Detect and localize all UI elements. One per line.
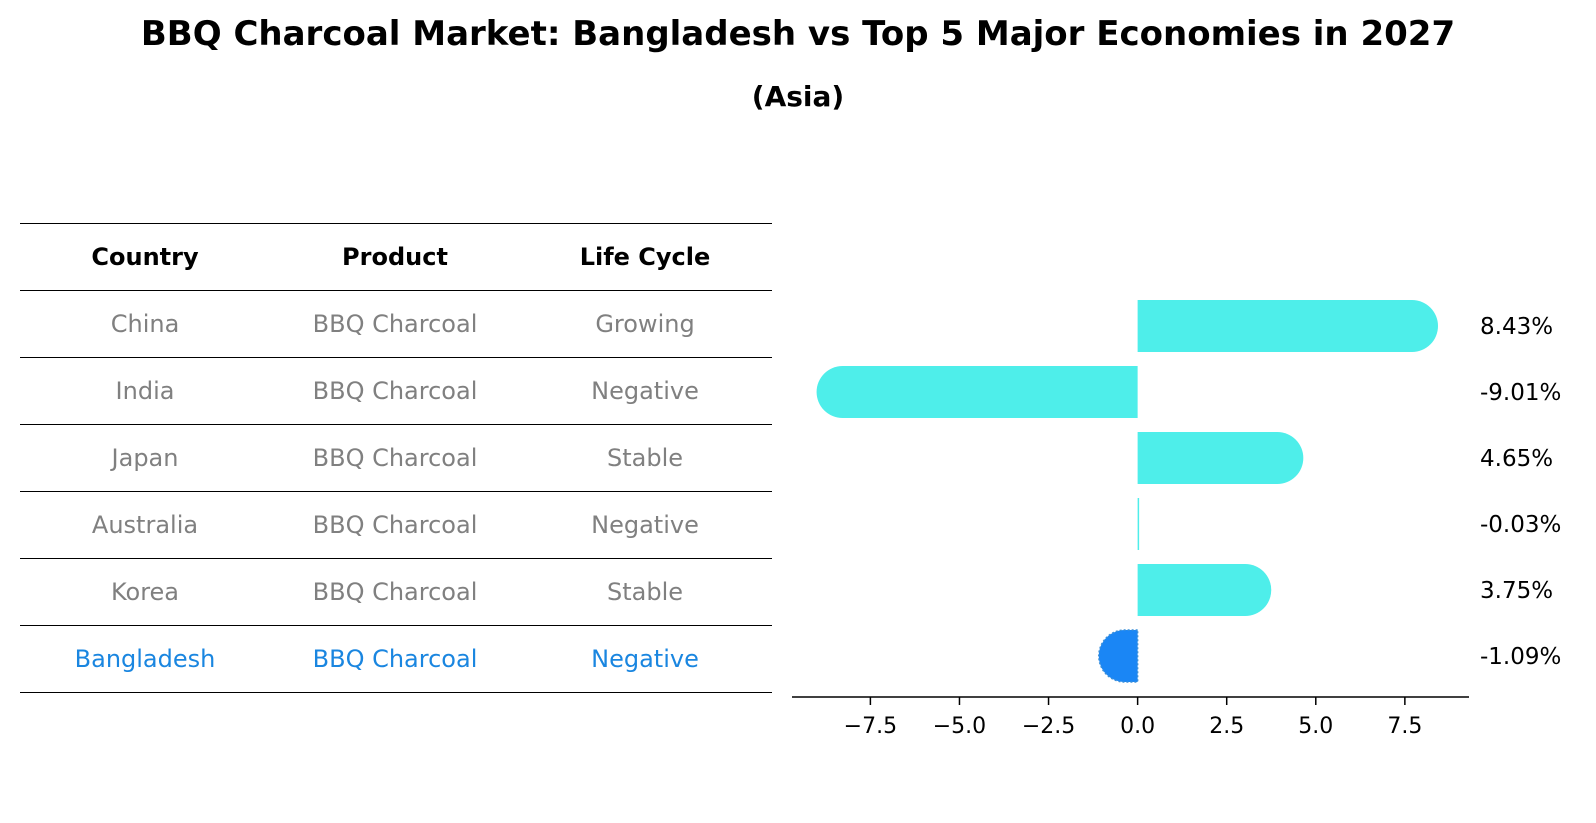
chart-title: BBQ Charcoal Market: Bangladesh vs Top 5… (140, 14, 1456, 54)
cell-product: BBQ Charcoal (312, 578, 478, 606)
chart-subtitle: (Asia) (751, 80, 845, 113)
data-label-japan: 4.65% (1480, 446, 1553, 472)
cell-product: BBQ Charcoal (312, 444, 478, 472)
data-label-australia: -0.03% (1480, 512, 1561, 538)
cell-country: Bangladesh (74, 645, 216, 673)
table-header-row: Country Product Life Cycle (20, 223, 772, 290)
table-row: Japan BBQ Charcoal Stable (20, 424, 772, 491)
cell-life-cycle: Negative (591, 511, 699, 539)
cell-product: BBQ Charcoal (312, 511, 478, 539)
bar-india (816, 366, 1138, 418)
bar-japan (1137, 432, 1304, 484)
cell-life-cycle: Stable (606, 444, 684, 472)
bar-bangladesh (1098, 629, 1139, 683)
data-label-korea: 3.75% (1480, 578, 1553, 604)
data-label-bangladesh: -1.09% (1480, 644, 1561, 670)
cell-life-cycle: Stable (606, 578, 684, 606)
header-life-cycle: Life Cycle (579, 243, 711, 271)
data-label-china: 8.43% (1480, 314, 1553, 340)
table-row: Korea BBQ Charcoal Stable (20, 558, 772, 625)
x-tick-label: −5.0 (933, 714, 986, 739)
cell-product: BBQ Charcoal (312, 310, 478, 338)
cell-country: Korea (110, 578, 180, 606)
bar-australia (1137, 498, 1140, 550)
x-tick-label: 0.0 (1120, 714, 1155, 739)
header-country: Country (91, 243, 199, 271)
cell-country: India (115, 377, 175, 405)
cell-country: China (110, 310, 180, 338)
cell-life-cycle: Negative (591, 377, 699, 405)
cell-product: BBQ Charcoal (312, 645, 478, 673)
cell-country: Japan (111, 444, 179, 472)
table-row-highlight: Bangladesh BBQ Charcoal Negative (20, 625, 772, 693)
data-table: Country Product Life Cycle China BBQ Cha… (20, 223, 772, 693)
cell-product: BBQ Charcoal (312, 377, 478, 405)
x-tick-label: −2.5 (1022, 714, 1075, 739)
cell-country: Australia (91, 511, 199, 539)
table-row: China BBQ Charcoal Growing (20, 290, 772, 357)
data-label-india: -9.01% (1480, 380, 1561, 406)
x-tick-label: 5.0 (1298, 714, 1333, 739)
bar-korea (1137, 564, 1272, 616)
x-tick-label: −7.5 (844, 714, 897, 739)
cell-life-cycle: Negative (591, 645, 699, 673)
x-tick-label: 7.5 (1387, 714, 1422, 739)
table-row: Australia BBQ Charcoal Negative (20, 491, 772, 558)
table-row: India BBQ Charcoal Negative (20, 357, 772, 424)
header-product: Product (342, 243, 448, 271)
cell-life-cycle: Growing (595, 310, 695, 338)
x-tick-label: 2.5 (1209, 714, 1244, 739)
bar-china (1137, 300, 1439, 352)
